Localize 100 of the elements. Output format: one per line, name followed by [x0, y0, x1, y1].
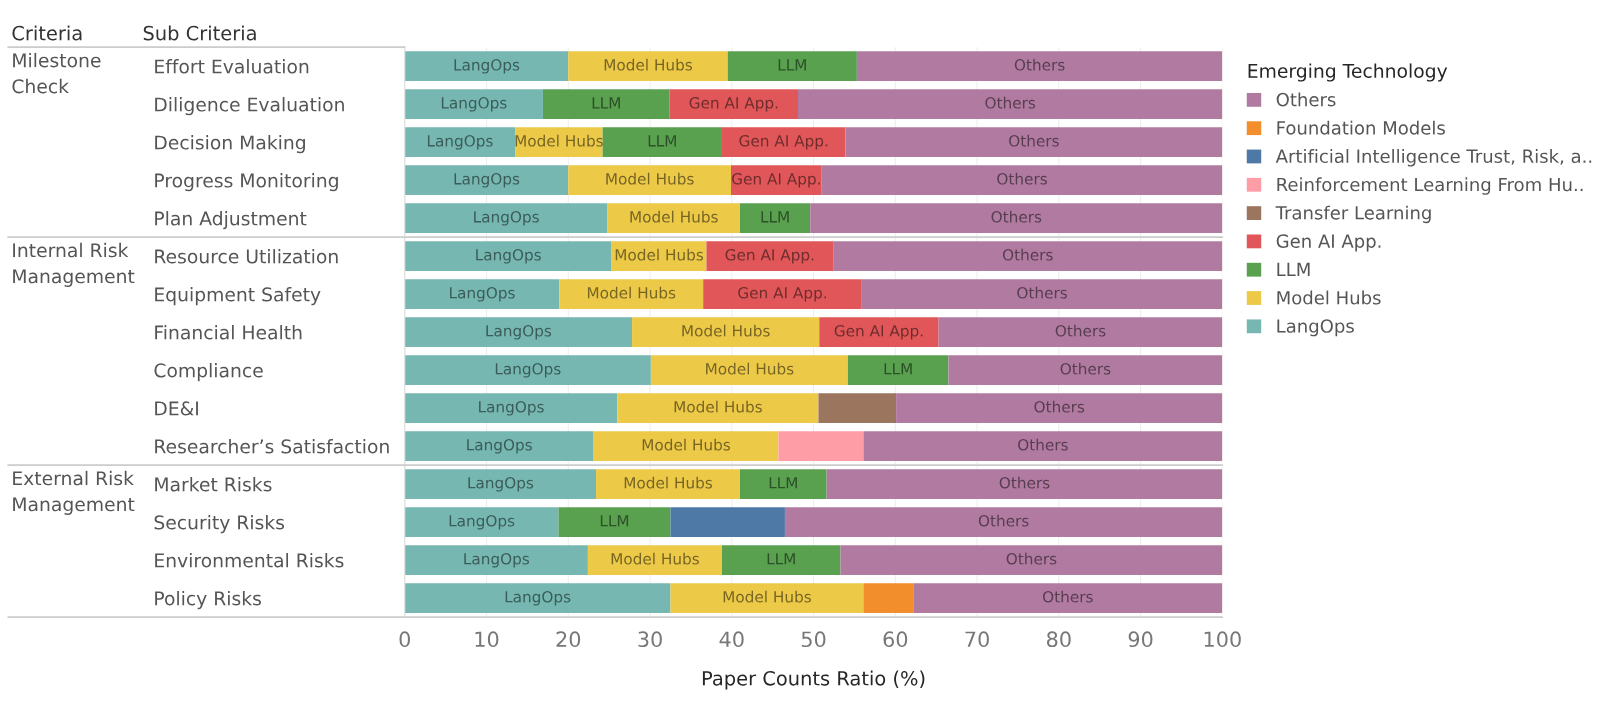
text: Internal Risk Management — [13, 242, 135, 287]
bar — [558, 507, 671, 537]
x-tick-label: 20 — [556, 631, 581, 648]
data-label: Model Hubs — [606, 172, 694, 185]
data-label: Others — [1014, 58, 1065, 71]
text: Criteria — [12, 25, 82, 41]
y-tick-label: Compliance — [154, 363, 263, 382]
bar — [730, 165, 822, 195]
data-label: LLM — [884, 363, 912, 375]
legend-label: Transfer Learning — [1275, 205, 1431, 224]
x-tick-label: 100 — [1204, 631, 1241, 648]
data-label: LangOps — [479, 401, 544, 416]
bar — [847, 355, 949, 385]
x-tick-label: 60 — [883, 631, 908, 648]
text: Sub Criteria — [143, 25, 256, 41]
legend-label: Foundation Models — [1277, 120, 1445, 135]
bar — [810, 203, 1223, 233]
y-tick-label: Researcher’s Satisfaction — [155, 439, 389, 454]
data-label: LangOps — [486, 325, 552, 340]
data-label: Others — [1034, 400, 1085, 413]
y-tick-label: Decision Making — [155, 135, 305, 154]
legend-label: Others — [1276, 92, 1336, 107]
legend-label: LLM — [1277, 262, 1310, 276]
bar — [559, 279, 704, 309]
bar — [778, 431, 864, 461]
data-label: LangOps — [441, 97, 507, 112]
y-tick-label: Plan Adjustment — [155, 211, 307, 230]
bar — [727, 51, 857, 81]
data-label: Others — [997, 172, 1047, 185]
data-label: Gen AI App. — [725, 249, 814, 264]
data-label: LLM — [769, 477, 797, 489]
y-tick-label: Market Risks — [155, 477, 272, 492]
bar — [819, 317, 939, 347]
data-label: Model Hubs — [674, 400, 762, 413]
data-label: LangOps — [454, 59, 520, 74]
data-label: Model Hubs — [611, 552, 699, 565]
data-label: Gen AI App. — [738, 287, 826, 302]
bar — [856, 51, 1223, 81]
data-label: LangOps — [505, 590, 571, 606]
y-tick-label: Effort Evaluation — [155, 59, 309, 74]
data-label: LangOps — [468, 477, 534, 492]
data-label: Model Hubs — [642, 438, 731, 451]
y-tick-label: Security Risks — [154, 514, 285, 534]
data-label: Others — [1060, 362, 1111, 375]
y-tick-label: DE&I — [155, 401, 198, 416]
legend-label: LangOps — [1277, 319, 1354, 337]
bar — [650, 355, 848, 385]
data-label: LangOps — [450, 287, 515, 302]
bar — [404, 507, 559, 537]
data-label: Others — [1017, 286, 1067, 299]
data-label: Others — [1006, 552, 1057, 565]
bar — [739, 469, 827, 499]
bar — [938, 317, 1223, 347]
data-label: LangOps — [449, 514, 515, 530]
bar — [568, 51, 728, 81]
y-tick-label: Financial Health — [155, 325, 302, 340]
bar — [826, 469, 1223, 499]
bar — [913, 583, 1223, 613]
data-label: LLM — [778, 59, 806, 71]
x-tick-label: 70 — [965, 631, 989, 648]
text: External Risk Management — [13, 470, 135, 515]
bar — [404, 127, 516, 157]
bar — [404, 317, 633, 347]
data-label: Model Hubs — [624, 476, 713, 489]
bar — [593, 431, 779, 461]
bar — [404, 51, 569, 81]
data-label: Others — [1018, 438, 1068, 451]
bar — [404, 393, 618, 423]
data-label: LLM — [600, 515, 629, 527]
bar — [602, 127, 722, 157]
y-tick-label: Equipment Safety — [155, 287, 321, 306]
bar — [721, 127, 846, 157]
bar — [404, 583, 671, 613]
data-label: Others — [991, 210, 1042, 223]
x-tick-label: 80 — [1046, 631, 1071, 648]
bar — [784, 507, 1223, 537]
bar — [845, 127, 1223, 157]
bar — [840, 545, 1223, 575]
bar — [798, 89, 1223, 119]
bar — [404, 431, 594, 461]
data-label: Model Hubs — [587, 286, 676, 299]
data-label: LLM — [592, 97, 620, 109]
data-label: LangOps — [467, 439, 532, 454]
legend-label: Gen AI App. — [1276, 234, 1381, 252]
data-label: Gen AI App. — [689, 97, 778, 112]
x-tick-label: 40 — [719, 631, 744, 648]
data-label: Model Hubs — [682, 324, 770, 337]
x-tick-label: 0 — [399, 631, 410, 648]
data-label: Others — [1002, 248, 1053, 261]
data-label: Others — [1055, 324, 1106, 337]
data-label: LLM — [767, 553, 795, 565]
data-label: Others — [1009, 134, 1059, 147]
bar — [404, 355, 651, 385]
data-label: LangOps — [464, 552, 530, 568]
bar — [821, 165, 1223, 195]
y-tick-label: Resource Utilization — [155, 249, 338, 264]
bar — [404, 241, 612, 271]
data-label: LangOps — [495, 363, 561, 378]
x-axis-title: Paper Counts Ratio (%) — [702, 670, 925, 690]
bar — [896, 393, 1223, 423]
